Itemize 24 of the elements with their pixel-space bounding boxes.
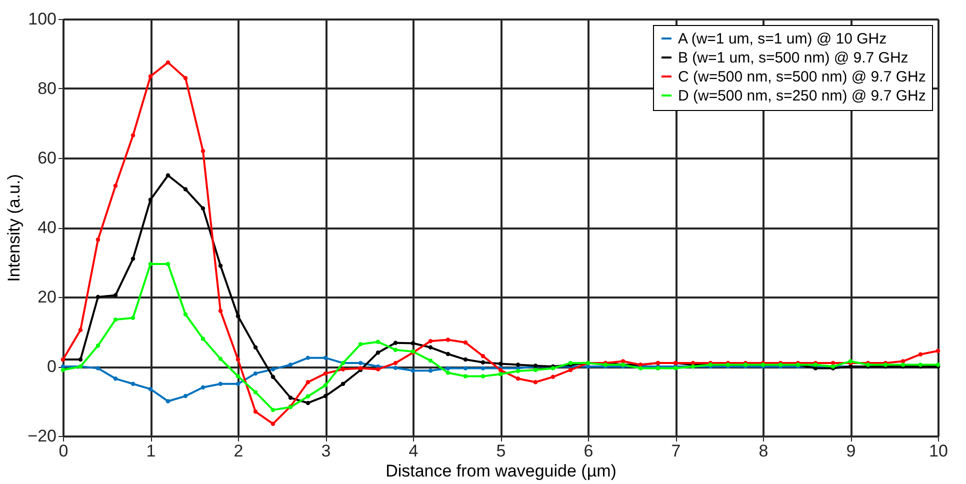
- legend-label: B (w=1 um, s=500 nm) @ 9.7 GHz: [678, 50, 908, 66]
- y-tick-label: 40: [38, 218, 56, 237]
- legend-label: A (w=1 um, s=1 um) @ 10 GHz: [678, 30, 887, 48]
- x-tick-label: 7: [671, 442, 681, 460]
- x-axis-title: Distance from waveguide (µm): [386, 462, 616, 480]
- y-axis-title: Intensity (a.u.): [4, 174, 24, 282]
- x-tick-label: 2: [234, 442, 244, 460]
- x-tick-label: 6: [584, 442, 594, 460]
- y-tick-label: 100: [28, 10, 56, 28]
- x-tick-label: 4: [408, 442, 418, 460]
- y-tick-label: −20: [28, 426, 56, 446]
- x-tick-label: 8: [758, 442, 768, 460]
- y-tick-label: 20: [38, 288, 56, 306]
- x-tick-label: 1: [146, 442, 156, 460]
- x-tick-label: 10: [929, 442, 948, 460]
- x-tick-label: 5: [496, 442, 506, 460]
- legend-label: D (w=500 nm, s=250 nm) @ 9.7 GHz: [678, 88, 926, 104]
- y-tick-label: 80: [38, 79, 56, 98]
- legend-label: C (w=500 nm, s=500 nm) @ 9.7 GHz: [678, 68, 926, 86]
- x-tick-label: 0: [58, 442, 68, 460]
- y-tick-label: 0: [47, 357, 56, 376]
- y-tick-label: 60: [38, 148, 56, 168]
- x-tick-label: 9: [846, 442, 856, 460]
- x-tick-label: 3: [321, 442, 331, 460]
